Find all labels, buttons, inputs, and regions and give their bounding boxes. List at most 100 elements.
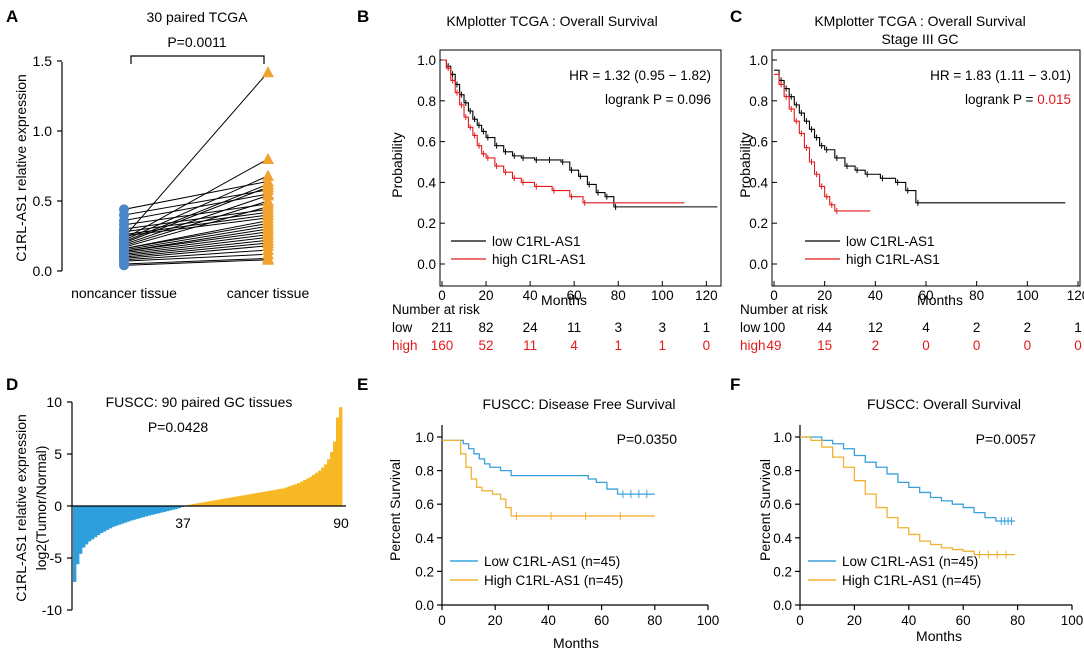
panel-c-risk-label-low: low [740,320,761,335]
panel-c-ytick-label: 0.4 [749,175,768,190]
panel-c-curve-low [774,69,1066,204]
panel-e-xtick-label: 80 [647,613,662,628]
panel-b-xtick-label: 120 [695,288,718,303]
panel-d-bar [255,493,259,506]
panel-d-bar [213,500,217,506]
panel-d-chart: FUSCC: 90 paired GC tissues P=0.0428 C1R… [13,394,349,618]
panel-d-ytick-label: 10 [46,394,62,410]
panel-b-risk-value: 1 [614,338,622,353]
panel-a-pair-line [123,222,269,250]
panel-d-bar [177,506,181,509]
panel-b-risk-value: 3 [614,320,622,335]
panel-d-bar [201,502,205,506]
panel-d-marker-90: 90 [333,515,349,531]
panel-d-bar [309,476,313,506]
panel-a-category-cancer: cancer tissue [227,285,310,301]
panel-f-ytick-label: 0.6 [773,497,792,512]
panel-e-curve-low [442,439,655,495]
panel-d-bar [117,506,122,525]
panel-c-xtick-label: 40 [868,288,883,303]
panel-c-xtick-label: 80 [969,288,984,303]
panel-a-pair-line [123,183,269,243]
panel-f-xtick-label: 40 [901,613,916,628]
panel-f-chart: FUSCC: Overall Survival P=0.0057 Percent… [757,396,1083,644]
panel-c-ytick-label: 0.0 [749,257,768,272]
panel-d-bar [237,496,241,506]
panel-d-bar [174,506,179,510]
panel-e-curve-high [442,439,655,517]
panel-d-bar [81,506,86,548]
panel-d-ytick-label: 0 [54,498,62,514]
panel-a-cancer-point [262,189,274,201]
panel-c-chart: KMplotter TCGA : Overall Survival Stage … [737,13,1084,353]
panel-d-bar [327,459,331,506]
panel-d-bar [243,495,247,506]
panel-d-bar [84,506,89,545]
panel-d-bar [126,506,131,522]
panel-c-ytick-label: 1.0 [749,53,768,68]
panel-a-pair-line [123,193,269,222]
panel-d-bar [261,491,265,506]
panel-c-risk-value: 49 [766,338,781,353]
panel-c-risk-value: 2 [973,320,981,335]
panel-e-xtick-label: 0 [438,613,446,628]
panel-f-ytick-label: 1.0 [773,430,792,445]
panel-d-bar [330,451,334,506]
panel-d-bar [75,506,80,565]
panel-f-xtick-label: 100 [1061,613,1084,628]
panel-d-bar [303,480,307,506]
panel-b-risk-value: 0 [703,338,711,353]
panel-a-pair-line [123,257,269,265]
panel-b-xtick-label: 20 [479,288,494,303]
panel-b-xlabel: Months [541,292,587,308]
panel-d-bar [189,504,193,506]
panel-b-risk-label-low: low [392,320,413,335]
panel-d-bar [105,506,110,530]
panel-f-xtick-label: 20 [847,613,862,628]
panel-c-logrank: logrank P = 0.015 [965,92,1071,107]
panel-c-xtick-label: 120 [1067,288,1084,303]
panel-e-chart: FUSCC: Disease Free Survival P=0.0350 Pe… [387,396,719,651]
panel-d-bar [234,496,238,506]
panel-e-ytick-label: 0.4 [415,531,434,546]
panel-a-pair-line [123,203,269,226]
panel-label-a: A [6,7,18,26]
panel-c-xtick-label: 0 [770,288,778,303]
panel-c-frame [771,49,1081,287]
panel-d-bar [195,503,199,506]
panel-e-pvalue: P=0.0350 [617,431,678,447]
panel-d-bar [198,502,202,506]
panel-a-pair-line [123,225,269,251]
panel-f-title: FUSCC: Overall Survival [867,396,1021,412]
panel-a-pair-line [123,253,269,262]
panel-d-bar [258,492,262,506]
panel-f-xtick-label: 80 [1010,613,1025,628]
panel-a-ylabel: C1RL-AS1 relative expression [13,74,29,262]
panel-d-bar [150,506,155,515]
panel-f-legend-high: High C1RL-AS1 (n=45) [842,573,981,588]
panel-c-legend-low: low C1RL-AS1 [846,234,935,249]
panel-d-bar [168,506,173,511]
panel-a-pair-line [123,211,269,233]
panel-d-bar [192,503,196,506]
panel-d-bar [279,488,283,506]
panel-a-chart: 30 paired TCGA P=0.0011 C1RL-AS1 relativ… [13,9,309,301]
panel-b-logrank: logrank P = 0.096 [605,92,711,107]
panel-e-xtick-label: 60 [594,613,609,628]
panel-b-risk-value: 11 [567,320,581,335]
panel-f-xtick-label: 60 [956,613,971,628]
panel-a-pair-line [123,236,269,255]
panel-a-ytick-label: 0.5 [33,193,53,209]
panel-d-bar [87,506,92,542]
panel-b-xtick-label: 60 [567,288,582,303]
panel-d-bar [159,506,164,513]
panel-b-curve-low [442,59,718,208]
panel-c-risk-value: 100 [763,320,786,335]
panel-a-cancer-point [262,153,274,164]
panel-a-cancer-point [262,181,274,192]
panel-b-risk-value: 211 [431,320,453,335]
panel-c-risk-value: 12 [868,320,883,335]
panel-b-title: KMplotter TCGA : Overall Survival [446,13,657,29]
panel-d-bar [252,493,256,506]
